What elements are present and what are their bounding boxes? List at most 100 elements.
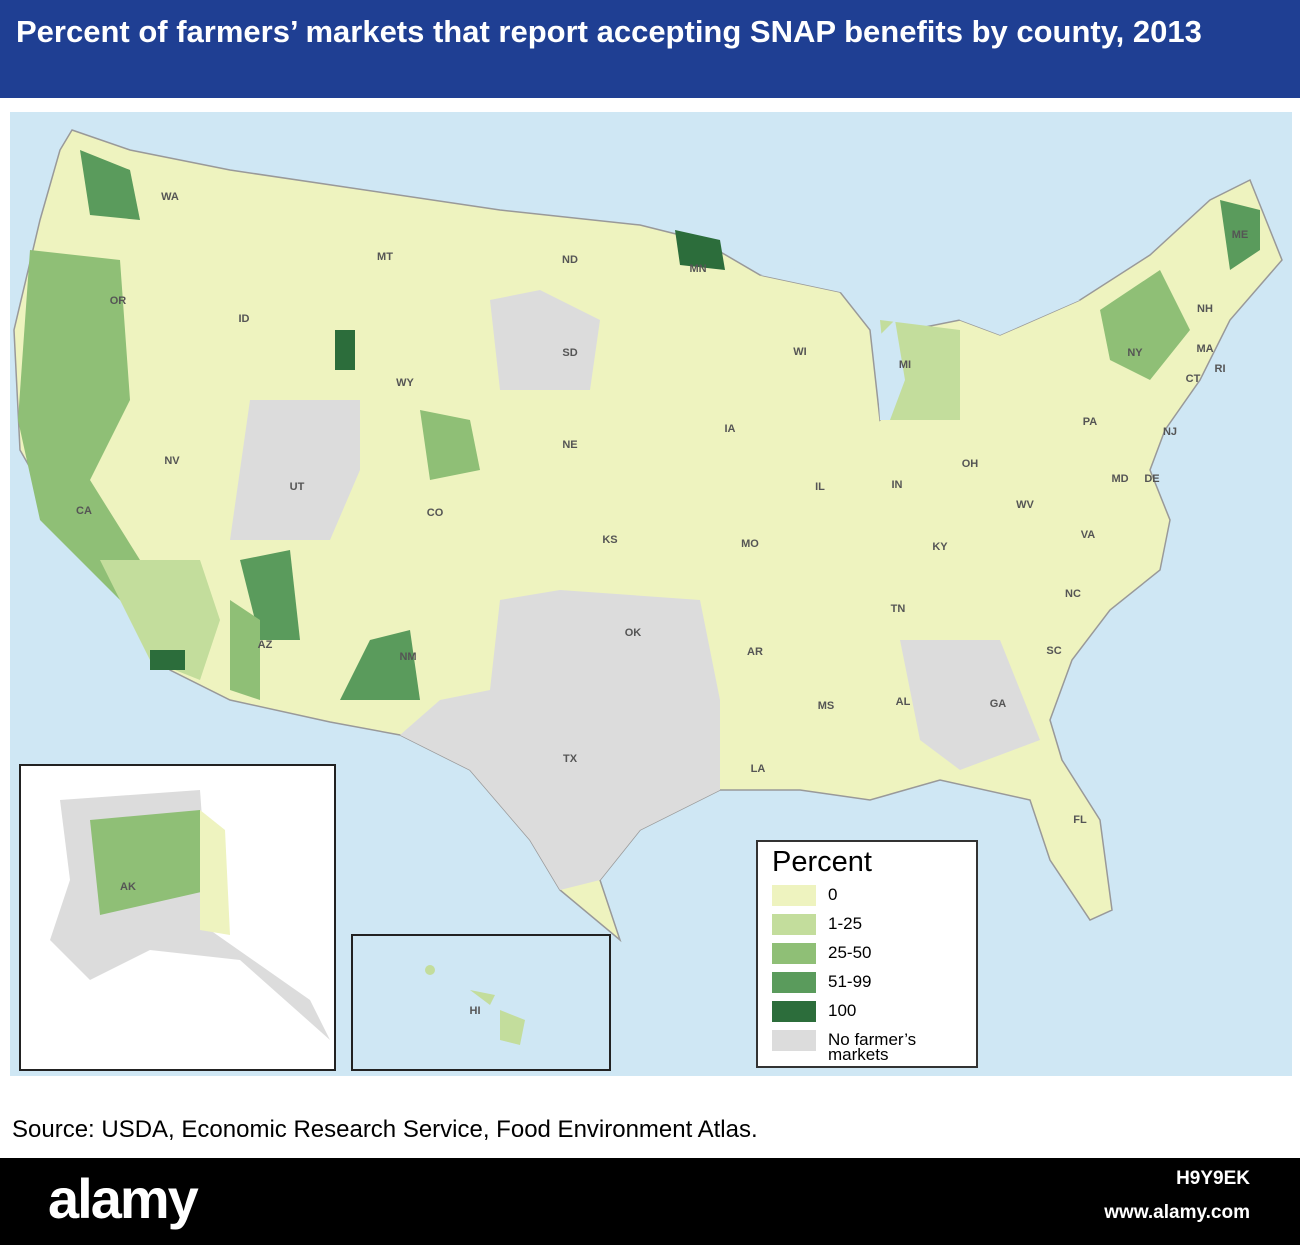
legend-swatch [772,1030,816,1051]
state-label: IL [815,481,825,493]
legend-item: 0 [772,885,962,914]
state-label: UT [290,481,305,493]
state-label: MD [1111,473,1128,485]
state-label: CT [1186,373,1201,385]
no-markets [900,640,1040,770]
legend-item: 100 [772,1001,962,1030]
state-label: OR [110,295,127,307]
legend-items: 0 1-25 25-50 51-99 100 No farmer’s markets [772,885,962,1064]
lake [940,290,1080,335]
state-label: NM [399,651,416,663]
region [1220,200,1260,270]
hawaii [425,965,435,975]
legend-label: 1-25 [828,914,863,933]
legend: Percent 0 1-25 25-50 51-99 100 No farmer’s ma… [756,840,978,1068]
hawaii [500,1010,525,1045]
hawaii [470,990,495,1005]
state-label: NE [562,439,577,451]
state-label: SC [1046,645,1061,657]
state-label: SD [562,347,577,359]
region [230,600,260,700]
legend-item: 25-50 [772,943,962,972]
region [80,150,140,220]
state-label: NV [164,455,180,467]
state-label: AK [120,881,136,893]
source: Source: USDA, Economic Research Service,… [12,1116,758,1143]
state-label: KS [602,534,617,546]
title: Percent of farmers’ markets that report … [0,0,1300,98]
state-label: IA [725,423,736,435]
region [200,810,230,935]
region [90,810,210,915]
state-label: WV [1016,499,1034,511]
region [340,630,420,700]
legend-label: 51-99 [828,972,872,991]
state-label: TN [891,603,906,615]
footer: alamy H9Y9EK www.alamy.com [0,1158,1300,1245]
state-label: PA [1083,416,1098,428]
state-label: ND [562,254,578,266]
state-label: WA [161,191,179,203]
state-label: KY [932,541,948,553]
region [880,320,960,420]
state-label: TX [563,753,578,765]
state-label: ME [1232,229,1249,241]
state-label: IN [892,479,903,491]
state-label: MS [818,700,835,712]
state-label: LA [751,763,766,775]
state-label: RI [1215,363,1226,375]
image-id: H9Y9EK [1176,1168,1250,1189]
region [1100,270,1190,380]
state-label: HI [470,1005,481,1017]
state-label: NJ [1163,426,1177,438]
no-markets [230,400,360,540]
state-label: CO [427,507,444,519]
state-label: GA [990,698,1007,710]
state-labels: WA MT ND MN OR ID SD WY WI MI ME NH NY M… [76,191,1248,1017]
legend-label: No farmer’s markets [828,1030,917,1064]
brand: alamy [48,1167,199,1230]
state-label: FL [1073,814,1087,826]
state-label: OK [625,627,642,639]
state-label: MI [899,359,911,371]
legend-label: 25-50 [828,943,872,962]
region [335,330,355,370]
legend-label: 100 [828,1001,857,1020]
state-label: WI [793,346,806,358]
no-markets [400,590,720,890]
region [150,650,185,670]
region [100,560,220,680]
state-label: OH [962,458,979,470]
state-label: NC [1065,588,1081,600]
url: www.alamy.com [1104,1202,1250,1223]
legend-swatch [772,1001,816,1022]
state-label: AL [896,696,911,708]
state-label: WY [396,377,414,389]
legend-swatch [772,885,816,906]
lake [760,260,900,300]
region [675,230,725,270]
map: WA MT ND MN OR ID SD WY WI MI ME NH NY M… [10,112,1292,1076]
legend-item: 1-25 [772,914,962,943]
legend-title: Percent [772,846,872,878]
lake [875,320,905,420]
region [18,250,200,660]
region [420,410,480,480]
legend-item: 51-99 [772,972,962,1001]
no-markets [490,290,600,390]
hawaii-inset [351,934,611,1071]
state-label: MO [741,538,759,550]
legend-item: No farmer’s markets [772,1030,962,1064]
state-label: DE [1144,473,1159,485]
legend-swatch [772,943,816,964]
legend-label: 0 [828,885,838,904]
state-label: CA [76,505,92,517]
state-label: NH [1197,303,1213,315]
legend-swatch [772,914,816,935]
state-label: AZ [258,639,273,651]
state-label: AR [747,646,763,658]
state-label: MA [1196,343,1213,355]
state-label: ID [239,313,250,325]
legend-swatch [772,972,816,993]
